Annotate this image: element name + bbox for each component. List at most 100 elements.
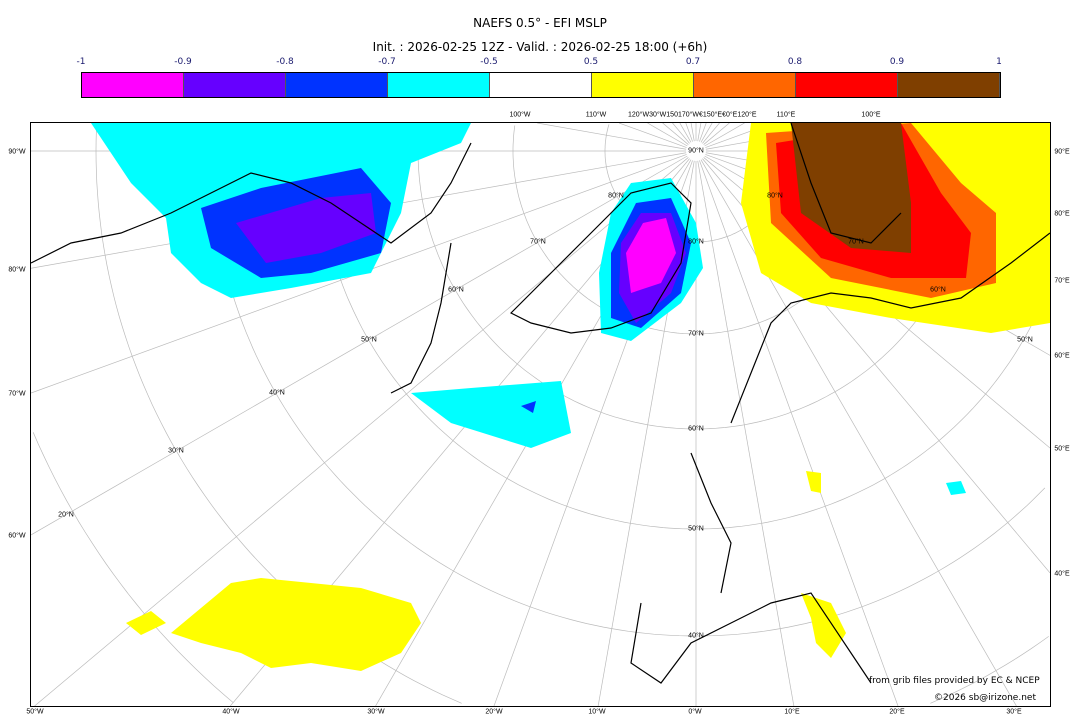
colorbar-swatch xyxy=(694,73,796,97)
credit-source: from grib files provided by EC & NCEP xyxy=(869,676,1040,686)
parallel-line xyxy=(930,636,1049,704)
region-blue-atlantic xyxy=(521,401,536,413)
meridian-line xyxy=(647,123,688,147)
parallel-line xyxy=(32,432,234,703)
meridian-line xyxy=(699,160,899,706)
map-canvas xyxy=(31,123,1050,706)
colorbar-swatch xyxy=(898,73,1000,97)
colorbar xyxy=(81,72,1001,98)
parallel-line xyxy=(695,487,1046,637)
latitude-label: 80°N xyxy=(767,192,783,200)
meridian-line xyxy=(618,123,687,148)
longitude-label: 80°E xyxy=(1054,210,1070,218)
latitude-label: 20°N xyxy=(58,511,74,519)
longitude-label: 50°W xyxy=(26,708,44,716)
region-yellow-italy xyxy=(801,471,846,658)
latitude-label: 60°N xyxy=(930,286,946,294)
longitude-label: 60°E xyxy=(1054,352,1070,360)
colorbar-swatch xyxy=(286,73,388,97)
longitude-label: 70°E xyxy=(1054,277,1070,285)
longitude-label: 40°W xyxy=(222,708,240,716)
longitude-label: 110°W xyxy=(585,111,607,119)
colorbar-swatch xyxy=(388,73,490,97)
region-violet-canada xyxy=(236,193,376,263)
latitude-label: 60°N xyxy=(448,286,464,294)
colorbar-swatch xyxy=(796,73,898,97)
meridian-line xyxy=(34,157,689,706)
colorbar-swatch xyxy=(592,73,694,97)
coastlines xyxy=(31,123,1050,684)
colorbar-tick-label: -0.8 xyxy=(276,57,294,67)
colorbar-tick-label: -0.9 xyxy=(174,57,192,67)
longitude-label: 110°E xyxy=(776,111,796,119)
colorbar-tick-label: -1 xyxy=(76,57,86,67)
longitude-label: 90°E xyxy=(1054,148,1070,156)
credit-copyright: ©2026 sb@irizone.net xyxy=(934,693,1036,703)
colorbar-tick-label: 0.5 xyxy=(583,57,599,67)
meridian-line xyxy=(700,159,1017,706)
meridian-line xyxy=(672,123,690,144)
longitude-label: 90°W xyxy=(8,148,26,156)
colorbar-swatch xyxy=(184,73,286,97)
colorbar-tick-label: 1 xyxy=(996,57,1002,67)
longitude-label: 80°W xyxy=(8,266,26,274)
meridian-line xyxy=(702,123,720,144)
latitude-label: 40°N xyxy=(269,389,285,397)
region-cyan-atlantic xyxy=(411,381,571,448)
longitude-label: 0°W xyxy=(688,708,702,716)
meridian-line xyxy=(662,123,689,145)
latitude-label: 70°N xyxy=(530,238,546,246)
latitude-label: 30°N xyxy=(168,447,184,455)
efi-fields xyxy=(91,123,1050,671)
latitude-label: 40°N xyxy=(688,632,704,640)
colorbar-tick-label: 0.8 xyxy=(787,57,803,67)
colorbar-swatch xyxy=(82,73,184,97)
meridian-line xyxy=(704,123,745,147)
colorbar-tick-label: -0.5 xyxy=(480,57,498,67)
region-cyan-caspian xyxy=(946,481,966,495)
meridian-line xyxy=(685,123,693,142)
latitude-label: 70°N xyxy=(688,330,704,338)
meridian-line xyxy=(697,123,702,142)
latitude-label: 50°N xyxy=(361,336,377,344)
longitude-label: 30°E xyxy=(1006,708,1022,716)
meridian-line xyxy=(679,123,692,143)
parallel-line xyxy=(417,126,696,430)
meridian-line xyxy=(699,123,707,142)
longitude-label: 50°E xyxy=(1054,445,1070,453)
map-area: 90°N 80°N 70°N 60°N 50°N 40°N 80°N 70°N 60°N 50°N… xyxy=(30,122,1051,707)
longitude-label: 40°E xyxy=(1054,570,1070,578)
meridian-line xyxy=(697,160,795,706)
region-brown-siberia xyxy=(791,123,911,253)
latitude-label: 50°N xyxy=(688,525,704,533)
colorbar-swatch xyxy=(490,73,592,97)
latitude-label: 80°N xyxy=(608,192,624,200)
latitude-label: 70°N xyxy=(848,238,864,246)
meridian-line xyxy=(31,155,688,536)
map-subtitle: Init. : 2026-02-25 12Z - Valid. : 2026-0… xyxy=(372,40,708,54)
latitude-label: 80°N xyxy=(688,238,704,246)
longitude-label: 20°W xyxy=(485,708,503,716)
meridian-line xyxy=(700,123,713,143)
colorbar-tick-label: -0.7 xyxy=(378,57,396,67)
longitude-label: 100°W xyxy=(509,111,531,119)
region-magenta-greenland xyxy=(626,218,676,293)
meridian-line xyxy=(690,123,695,142)
longitude-label: 20°E xyxy=(889,708,905,716)
colorbar-tick-label: 0.7 xyxy=(685,57,701,67)
longitude-label: 10°W xyxy=(588,708,606,716)
latitude-label: 50°N xyxy=(1017,336,1033,344)
colorbar-tick-label: 0.9 xyxy=(889,57,905,67)
longitude-label: 120°W30°W150170°W€150°E€0°E120°E xyxy=(628,111,757,119)
region-yellow-atlantic-south xyxy=(126,578,421,671)
longitude-label: 100°E xyxy=(861,111,881,119)
longitude-label: 30°W xyxy=(367,708,385,716)
latitude-label: 90°N xyxy=(688,147,704,155)
latitude-label: 60°N xyxy=(688,425,704,433)
longitude-label: 10°E xyxy=(784,708,800,716)
longitude-label: 70°W xyxy=(8,390,26,398)
meridian-line xyxy=(703,123,730,145)
longitude-label: 60°W xyxy=(8,532,26,540)
parallel-line xyxy=(695,286,1050,530)
map-title: NAEFS 0.5° - EFI MSLP xyxy=(473,16,607,30)
